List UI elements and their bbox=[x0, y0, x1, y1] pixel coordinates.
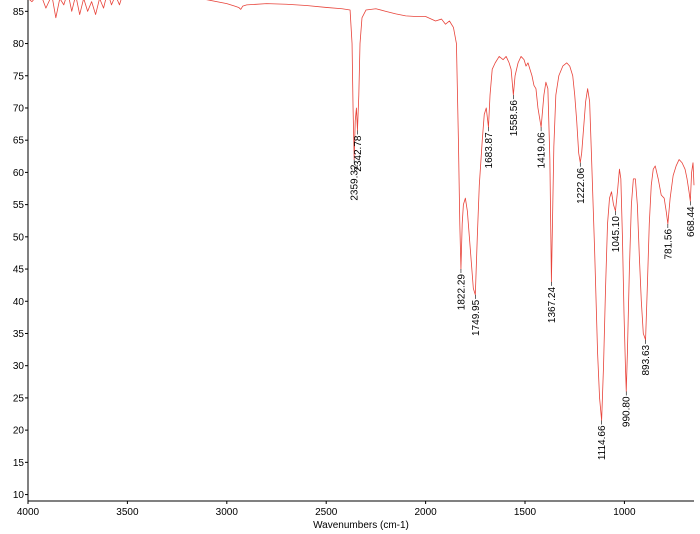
peak-label: 2359.32 bbox=[350, 164, 361, 201]
x-tick-label: 3500 bbox=[116, 507, 139, 518]
y-tick-label: 15 bbox=[13, 458, 25, 469]
y-tick-label: 80 bbox=[13, 39, 25, 50]
y-tick-label: 10 bbox=[13, 490, 25, 501]
y-tick-label: 55 bbox=[13, 200, 25, 211]
peak-label: 2342.78 bbox=[353, 135, 364, 172]
y-tick-label: 45 bbox=[13, 265, 25, 276]
peak-label: 1419.06 bbox=[537, 132, 548, 169]
x-tick-label: 2500 bbox=[315, 507, 338, 518]
y-tick-label: 60 bbox=[13, 168, 25, 179]
peak-label: 668.44 bbox=[686, 206, 697, 237]
peak-label: 990.80 bbox=[622, 396, 633, 427]
spectrum-line bbox=[29, 0, 695, 421]
y-tick-label: 25 bbox=[13, 393, 25, 404]
y-tick-label: 30 bbox=[13, 361, 25, 372]
y-tick-label: 50 bbox=[13, 232, 25, 243]
peak-label: 1222.06 bbox=[576, 167, 587, 204]
peak-label: 893.63 bbox=[641, 344, 652, 375]
x-tick-label: 1500 bbox=[514, 507, 537, 518]
peak-label: 1367.24 bbox=[547, 287, 558, 324]
peak-label: 1114.66 bbox=[597, 425, 608, 460]
x-tick-label: 2000 bbox=[414, 507, 437, 518]
peak-label: 1749.95 bbox=[471, 299, 482, 336]
peak-label: 781.56 bbox=[663, 229, 674, 260]
y-tick-label: 70 bbox=[13, 103, 25, 114]
y-tick-label: 65 bbox=[13, 136, 25, 147]
peak-label: 1045.10 bbox=[611, 216, 622, 253]
x-tick-label: 1000 bbox=[613, 507, 636, 518]
peak-label: 1822.29 bbox=[456, 274, 467, 311]
y-tick-label: 40 bbox=[13, 297, 25, 308]
y-axis-ticks: 10 15 20 25 30 35 40 45 50 55 60 65 70 75 80 85 bbox=[13, 7, 28, 501]
x-axis-title: Wavenumbers (cm-1) bbox=[313, 520, 409, 531]
y-tick-label: 20 bbox=[13, 426, 25, 437]
x-axis-ticks: 4000 3500 3000 2500 2000 1500 1000 bbox=[17, 501, 636, 518]
peak-label: 1683.87 bbox=[484, 132, 495, 169]
y-tick-label: 35 bbox=[13, 329, 25, 340]
peak-label: 1558.56 bbox=[509, 100, 520, 137]
x-tick-label: 4000 bbox=[17, 507, 40, 518]
y-tick-label: 75 bbox=[13, 71, 25, 82]
x-tick-label: 3000 bbox=[216, 507, 239, 518]
y-tick-label: 85 bbox=[13, 7, 25, 18]
